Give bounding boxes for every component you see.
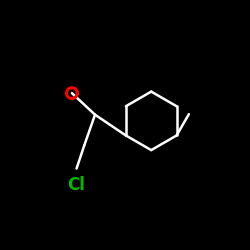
Text: Cl: Cl [68, 176, 86, 194]
